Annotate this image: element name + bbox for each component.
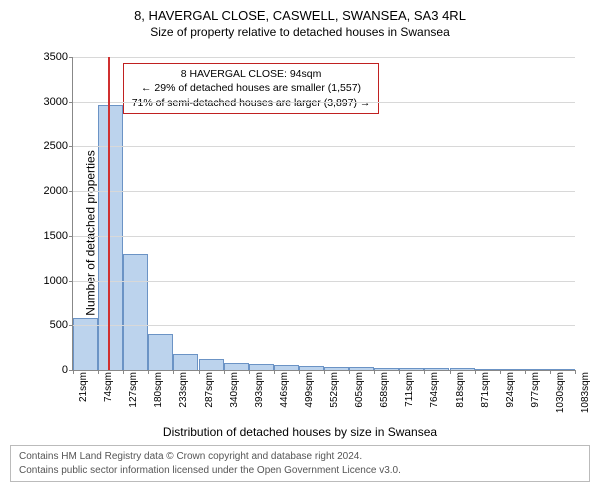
x-tick-label: 499sqm (299, 370, 315, 408)
x-tick-label: 552sqm (324, 370, 340, 408)
x-tick-label: 340sqm (224, 370, 240, 408)
x-tick-label: 658sqm (374, 370, 390, 408)
y-tick-label: 3500 (44, 51, 73, 63)
x-tick-label: 74sqm (98, 370, 114, 402)
y-tick-label: 2500 (44, 140, 73, 152)
x-tick-label: 871sqm (475, 370, 491, 408)
x-tick-label: 924sqm (500, 370, 516, 408)
x-tick-label: 818sqm (450, 370, 466, 408)
callout-box: 8 HAVERGAL CLOSE: 94sqm ← 29% of detache… (123, 63, 380, 114)
grid-line (73, 102, 575, 103)
plot-area: 8 HAVERGAL CLOSE: 94sqm ← 29% of detache… (72, 57, 575, 371)
histogram-bar (148, 334, 173, 370)
x-tick-label: 605sqm (349, 370, 365, 408)
x-tick-label: 1083sqm (575, 370, 591, 413)
x-tick-label: 1030sqm (550, 370, 566, 413)
x-tick-label: 233sqm (173, 370, 189, 408)
x-tick-label: 977sqm (525, 370, 541, 408)
x-tick-label: 393sqm (249, 370, 265, 408)
footer-line2: Contains public sector information licen… (19, 464, 581, 478)
chart-title: 8, HAVERGAL CLOSE, CASWELL, SWANSEA, SA3… (10, 8, 590, 23)
x-tick-label: 180sqm (148, 370, 164, 408)
histogram-bar (224, 363, 249, 370)
y-tick-label: 1000 (44, 275, 73, 287)
callout-line2: ← 29% of detached houses are smaller (1,… (132, 81, 371, 95)
property-marker-line (108, 57, 110, 370)
chart-area: Number of detached properties 8 HAVERGAL… (10, 43, 590, 423)
grid-line (73, 325, 575, 326)
histogram-bar (98, 105, 123, 370)
footer-line1: Contains HM Land Registry data © Crown c… (19, 450, 581, 464)
x-tick-label: 711sqm (399, 370, 415, 407)
x-tick-label: 21sqm (73, 370, 89, 402)
y-tick-label: 500 (50, 319, 73, 331)
chart-subtitle: Size of property relative to detached ho… (10, 25, 590, 39)
footer: Contains HM Land Registry data © Crown c… (10, 445, 590, 482)
grid-line (73, 57, 575, 58)
grid-line (73, 191, 575, 192)
x-tick-label: 446sqm (274, 370, 290, 408)
y-tick-label: 3000 (44, 96, 73, 108)
grid-line (73, 281, 575, 282)
histogram-bar (123, 254, 148, 370)
x-tick-label: 287sqm (199, 370, 215, 408)
y-tick-label: 1500 (44, 230, 73, 242)
y-tick-label: 2000 (44, 185, 73, 197)
callout-line1: 8 HAVERGAL CLOSE: 94sqm (132, 67, 371, 81)
histogram-bar (199, 359, 224, 370)
x-axis-label: Distribution of detached houses by size … (10, 425, 590, 439)
grid-line (73, 236, 575, 237)
y-tick-label: 0 (62, 364, 73, 376)
x-tick-label: 127sqm (123, 370, 139, 408)
histogram-bar (173, 354, 198, 370)
x-tick-label: 764sqm (424, 370, 440, 408)
chart-container: 8, HAVERGAL CLOSE, CASWELL, SWANSEA, SA3… (0, 0, 600, 500)
grid-line (73, 146, 575, 147)
